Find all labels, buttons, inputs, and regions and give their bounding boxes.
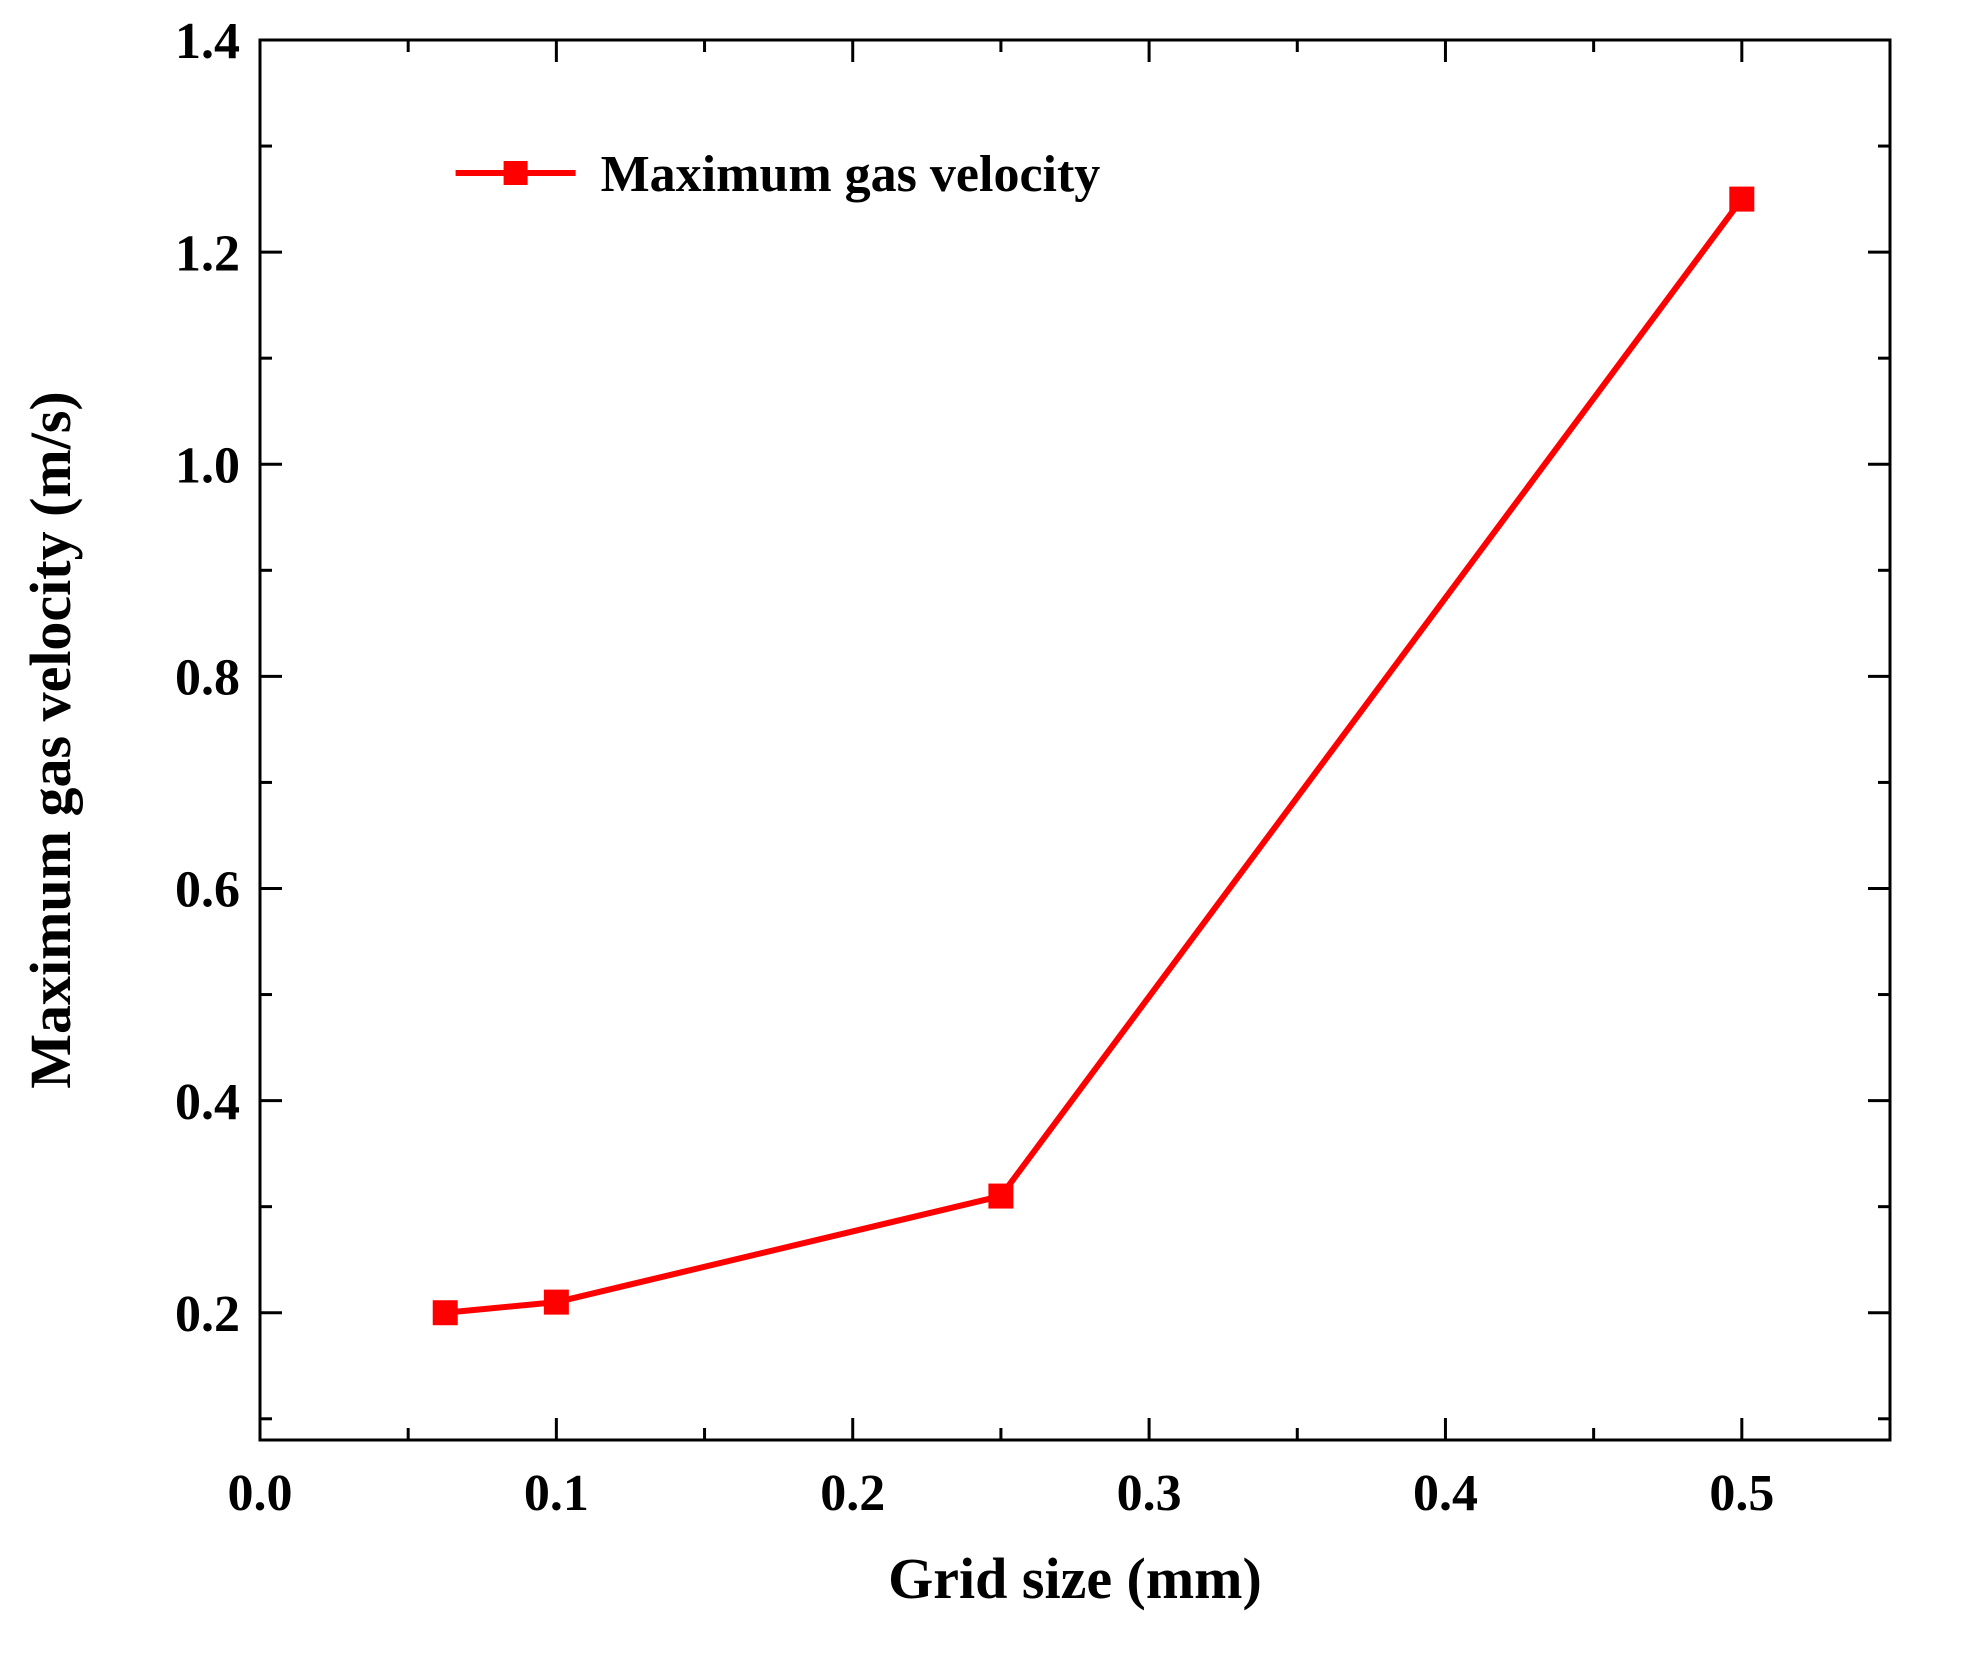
y-tick-label: 1.4 <box>175 13 240 70</box>
y-tick-label: 1.0 <box>175 437 240 494</box>
series-marker <box>433 1301 457 1325</box>
chart-svg: 0.0 0.1 0.2 0.3 0.4 0.5 0.2 0.4 0.6 0.8 1.0 1.2 1.4 G… <box>0 0 1971 1663</box>
y-tick-label: 0.2 <box>175 1286 240 1343</box>
series-marker <box>1730 187 1754 211</box>
y-tick-label: 0.4 <box>175 1074 240 1131</box>
y-tick-label: 0.8 <box>175 650 240 707</box>
x-tick-label: 0.4 <box>1413 1465 1478 1522</box>
x-tick-label: 0.3 <box>1117 1465 1182 1522</box>
series-marker <box>544 1290 568 1314</box>
y-axis-label: Maximum gas velocity (m/s) <box>18 391 83 1088</box>
y-tick-label: 0.6 <box>175 862 240 919</box>
x-tick-label: 0.1 <box>524 1465 589 1522</box>
chart-background <box>0 0 1971 1663</box>
x-tick-label: 0.0 <box>228 1465 293 1522</box>
y-tick-label: 1.2 <box>175 225 240 282</box>
legend-label: Maximum gas velocity <box>601 146 1101 203</box>
legend-marker-sample <box>504 161 528 185</box>
chart-container: 0.0 0.1 0.2 0.3 0.4 0.5 0.2 0.4 0.6 0.8 1.0 1.2 1.4 G… <box>0 0 1971 1663</box>
x-tick-label: 0.5 <box>1709 1465 1774 1522</box>
x-tick-label: 0.2 <box>820 1465 885 1522</box>
x-axis-label: Grid size (mm) <box>888 1546 1262 1611</box>
series-marker <box>989 1184 1013 1208</box>
